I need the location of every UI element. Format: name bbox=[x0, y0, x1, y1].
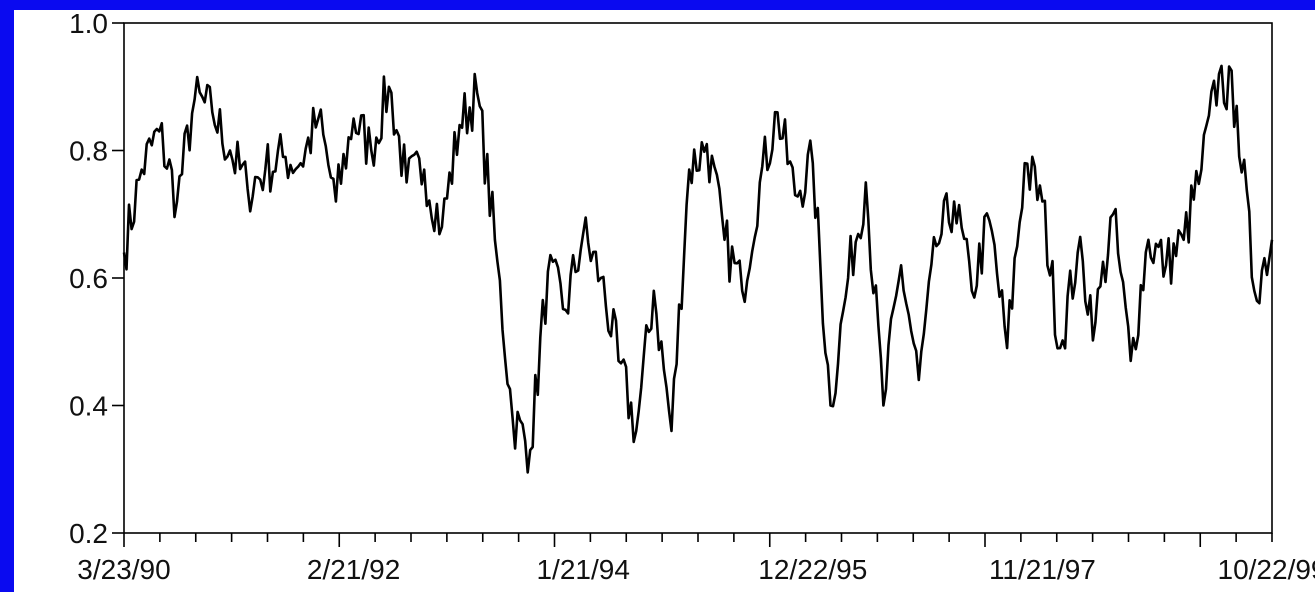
x-tick-label: 11/21/97 bbox=[989, 554, 1096, 585]
y-axis: 0.2 0.4 0.6 0.8 1.0 bbox=[69, 10, 124, 549]
x-tick-label: 2/21/92 bbox=[307, 554, 400, 585]
chart-panel: 0.2 0.4 0.6 0.8 1.0 3/23/90 2/21/92 1/21/94 12/… bbox=[14, 10, 1315, 592]
y-tick-label: 0.6 bbox=[69, 263, 108, 294]
line-chart: 0.2 0.4 0.6 0.8 1.0 3/23/90 2/21/92 1/21/94 12/… bbox=[69, 10, 1315, 585]
x-tick-label: 12/22/95 bbox=[758, 554, 867, 585]
x-tick-label: 1/21/94 bbox=[536, 554, 629, 585]
y-tick-label: 0.2 bbox=[69, 518, 108, 549]
y-tick-label: 1.0 bbox=[69, 10, 108, 39]
plot-area bbox=[123, 22, 1273, 534]
x-tick-label: 10/22/99 bbox=[1218, 554, 1315, 585]
x-axis: 3/23/90 2/21/92 1/21/94 12/22/95 11/21/97 10/… bbox=[77, 533, 1315, 585]
y-tick-label: 0.4 bbox=[69, 391, 108, 422]
plot-frame bbox=[123, 22, 1273, 534]
series-line bbox=[122, 64, 1274, 474]
x-tick-label: 3/23/90 bbox=[77, 554, 170, 585]
y-tick-label: 0.8 bbox=[69, 136, 108, 167]
